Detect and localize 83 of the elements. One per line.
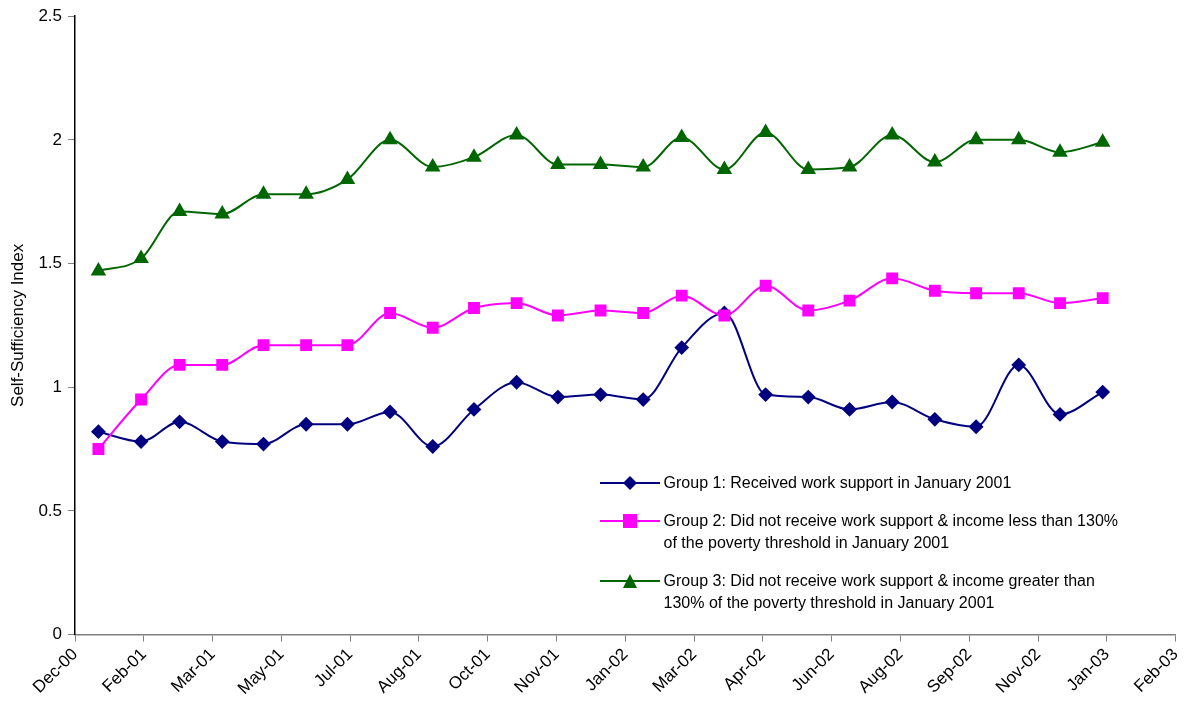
point [843, 294, 856, 307]
point [1095, 385, 1110, 400]
point [1054, 297, 1066, 310]
point [257, 339, 270, 352]
point [134, 250, 149, 264]
point [425, 439, 440, 454]
point [802, 304, 815, 317]
point [1052, 144, 1068, 157]
point [510, 297, 523, 310]
point [550, 156, 565, 170]
point [758, 387, 773, 402]
point [593, 156, 608, 170]
point [969, 131, 984, 145]
y-tick-label: 1 [52, 376, 63, 396]
y-tick-label: 1.5 [38, 253, 63, 273]
point [885, 126, 900, 140]
legend-label: Group 3: Did not receive work support & income greater than 130% of the poverty threshold in January 2001 [663, 571, 1096, 614]
legend-label: Group 2: Did not receive work support & income less than 130% of the poverty threshold in January 2001 [663, 511, 1119, 554]
point [466, 402, 481, 417]
point [1096, 292, 1109, 305]
point [468, 302, 480, 314]
point [466, 149, 482, 162]
point [256, 437, 271, 452]
point [1011, 131, 1026, 145]
point [718, 309, 731, 322]
point [927, 154, 942, 167]
point [426, 321, 439, 334]
point [135, 393, 148, 406]
y-tick-label: 2.5 [38, 5, 63, 25]
point [341, 339, 354, 352]
point [970, 287, 983, 300]
point [425, 159, 440, 172]
point [91, 262, 106, 276]
point [928, 284, 941, 297]
point [675, 289, 688, 302]
legend-label: Group 1: Received work support in January 2001 [663, 473, 1013, 494]
point [674, 340, 689, 355]
point [340, 171, 355, 184]
point [299, 186, 314, 199]
point [91, 424, 106, 439]
y-tick-label: 0.5 [38, 500, 63, 520]
point [927, 412, 942, 427]
point [969, 419, 984, 434]
point [1095, 134, 1110, 147]
point [886, 272, 899, 285]
point [758, 124, 773, 137]
point [717, 161, 732, 175]
point [550, 390, 565, 405]
y-tick-label: 0 [52, 624, 63, 644]
point [593, 387, 608, 402]
point [172, 203, 187, 217]
point [172, 414, 187, 429]
point [215, 434, 230, 449]
point [801, 390, 816, 405]
point [1012, 287, 1025, 300]
y-axis-title: Self-Sufficiency Index [7, 243, 27, 407]
point [383, 404, 398, 419]
point [1053, 407, 1068, 422]
point [300, 339, 313, 352]
point [674, 129, 689, 142]
point [1011, 357, 1026, 372]
point [92, 443, 105, 455]
point [801, 161, 816, 175]
point [637, 307, 650, 319]
point [383, 131, 398, 145]
point [384, 307, 397, 319]
point [509, 375, 524, 390]
point [340, 417, 355, 432]
point [885, 395, 900, 410]
point [636, 392, 651, 407]
point [551, 309, 564, 322]
point [842, 159, 857, 172]
point [215, 206, 230, 219]
point [216, 358, 229, 371]
point [134, 434, 149, 449]
y-tick-label: 2 [52, 129, 63, 149]
point [759, 279, 772, 292]
point [509, 126, 524, 140]
point [256, 186, 271, 199]
point [842, 402, 857, 417]
point [636, 159, 651, 172]
point [299, 417, 314, 432]
point [173, 358, 186, 371]
